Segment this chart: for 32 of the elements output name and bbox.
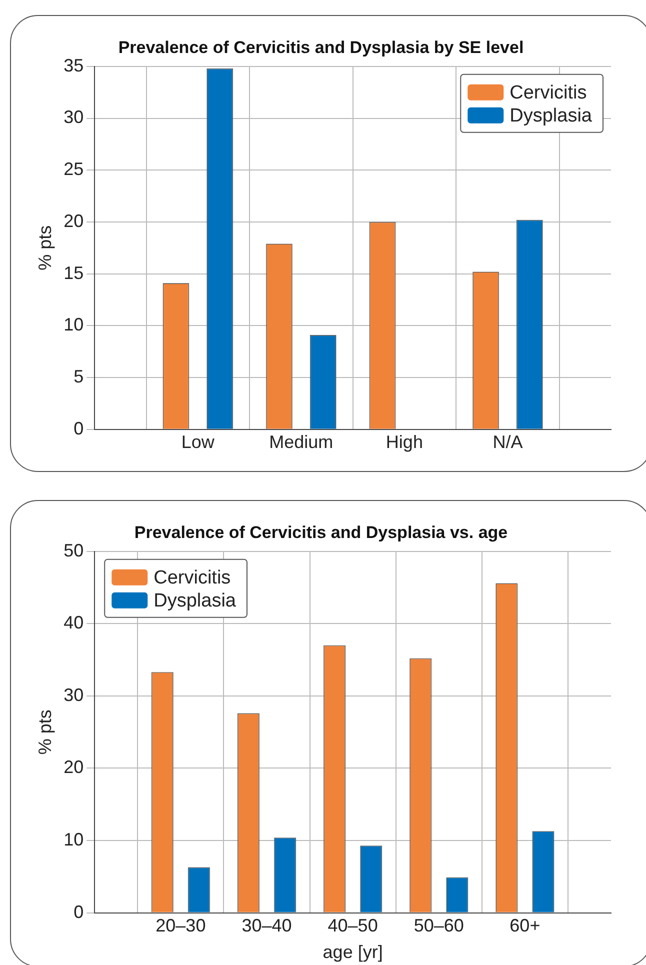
x-tick-label: N/A: [492, 432, 523, 452]
y-tick-label: 0: [74, 418, 84, 438]
x-tick-label: 50–60: [414, 916, 464, 936]
x-tick-label: 20–30: [156, 916, 206, 936]
y-tick-label: 20: [64, 210, 84, 231]
y-tick-label: 20: [64, 757, 84, 778]
y-tick-label: 35: [64, 55, 84, 76]
x-tick-label: 30–40: [242, 916, 292, 936]
x-axis-title: age [yr]: [322, 942, 383, 962]
legend-label: Cervicitis: [154, 568, 231, 589]
legend-label: Cervicitis: [510, 82, 587, 104]
y-tick-label: 15: [64, 262, 84, 283]
chart-title: Prevalence of Cervicitis and Dysplasia by SE level: [118, 38, 524, 57]
x-tick-label: Low: [181, 432, 216, 452]
x-tick-label: 40–50: [328, 916, 378, 936]
legend-label: Dysplasia: [154, 590, 236, 612]
y-tick-label: 10: [64, 314, 84, 335]
y-axis-title: % pts: [34, 710, 55, 755]
y-tick-label: 30: [64, 684, 84, 705]
x-tick-label: 60+: [510, 916, 540, 936]
legend-label: Dysplasia: [510, 106, 592, 127]
x-tick-label: High: [386, 432, 423, 452]
y-tick-label: 10: [64, 829, 84, 850]
y-axis-title: % pts: [34, 225, 55, 270]
y-tick-label: 25: [64, 159, 84, 180]
y-tick-label: 50: [64, 540, 84, 560]
x-tick-label: Medium: [269, 432, 334, 452]
y-tick-label: 0: [74, 902, 84, 922]
y-tick-label: 40: [64, 612, 84, 633]
chart-title: Prevalence of Cervicitis and Dysplasia vs. age: [134, 522, 508, 542]
y-tick-label: 5: [74, 366, 84, 387]
y-tick-label: 30: [64, 107, 84, 128]
